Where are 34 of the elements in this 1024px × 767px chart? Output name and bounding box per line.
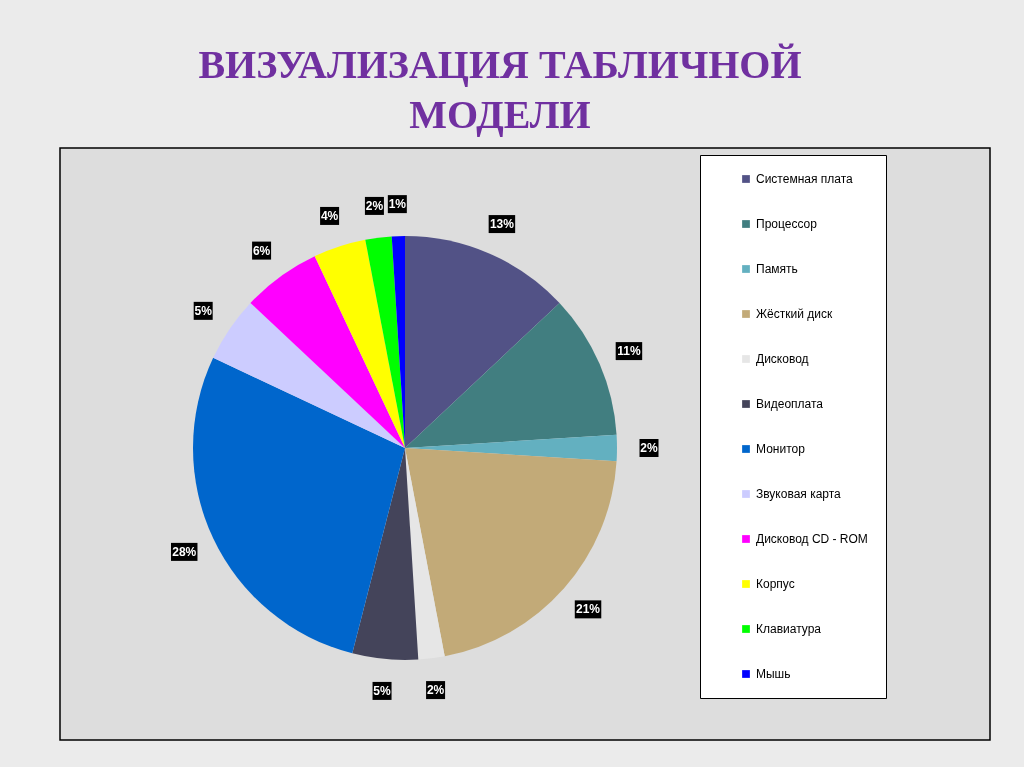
legend-label: Звуковая карта xyxy=(756,487,842,501)
data-label: 2% xyxy=(426,683,445,698)
data-label: 11% xyxy=(617,344,641,359)
legend-label: Память xyxy=(756,262,798,276)
pie-slice xyxy=(405,236,560,448)
data-label: 13% xyxy=(489,217,515,232)
data-label: 6% xyxy=(252,243,271,258)
pie-slice xyxy=(250,256,405,448)
pie-slice xyxy=(314,239,405,448)
data-label: 5% xyxy=(373,683,392,698)
legend-label: Дисковод xyxy=(756,352,809,366)
pie-slice xyxy=(405,302,617,448)
legend-label: Процессор xyxy=(756,217,818,231)
legend-label: Корпус xyxy=(756,577,795,591)
legend-label: Мышь xyxy=(756,667,791,681)
legend-label: Монитор xyxy=(756,442,806,456)
data-label: 2% xyxy=(365,198,384,213)
legend-label: Видеоплата xyxy=(756,397,824,411)
pie-slice xyxy=(365,236,405,448)
legend-label: Клавиатура xyxy=(756,622,822,636)
pie-slice xyxy=(352,448,419,660)
data-label: 2% xyxy=(640,441,658,455)
data-label: 21% xyxy=(576,602,601,617)
legend-label: Дисковод CD - ROM xyxy=(756,532,868,546)
data-label: 28% xyxy=(172,544,197,559)
pie-slice xyxy=(213,302,405,448)
legend-label: Жёсткий диск xyxy=(756,307,833,321)
data-label: 1% xyxy=(388,197,407,212)
chart-title: ВИЗУАЛИЗАЦИЯ ТАБЛИЧНОЙ МОДЕЛИ xyxy=(198,42,802,137)
legend-label: Системная плата xyxy=(756,172,854,186)
pie-slice xyxy=(405,448,445,660)
data-label: 5% xyxy=(194,303,213,318)
pie-slice xyxy=(405,448,617,657)
data-label: 4% xyxy=(320,208,339,223)
